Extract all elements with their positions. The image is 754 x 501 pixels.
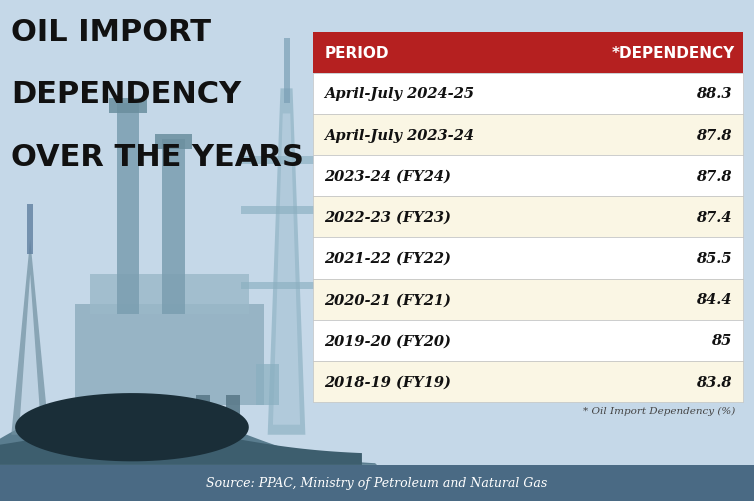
Polygon shape bbox=[136, 395, 149, 432]
Text: 2022-23 (FY23): 2022-23 (FY23) bbox=[324, 210, 451, 224]
Text: April-July 2023-24: April-July 2023-24 bbox=[324, 128, 474, 142]
Text: 2021-22 (FY22): 2021-22 (FY22) bbox=[324, 252, 451, 266]
Text: PERIOD: PERIOD bbox=[324, 46, 389, 61]
Polygon shape bbox=[90, 275, 249, 315]
Text: 87.4: 87.4 bbox=[696, 210, 731, 224]
Bar bbox=[313, 238, 743, 279]
Polygon shape bbox=[27, 204, 33, 255]
Polygon shape bbox=[241, 207, 332, 214]
Polygon shape bbox=[106, 395, 119, 432]
Polygon shape bbox=[11, 239, 49, 435]
Bar bbox=[313, 115, 743, 156]
Text: OIL IMPORT: OIL IMPORT bbox=[11, 18, 211, 47]
Polygon shape bbox=[196, 395, 210, 432]
Text: 88.3: 88.3 bbox=[696, 87, 731, 101]
Text: 2018-19 (FY19): 2018-19 (FY19) bbox=[324, 375, 451, 389]
Bar bbox=[313, 156, 743, 197]
Text: *DEPENDENCY: *DEPENDENCY bbox=[612, 46, 735, 61]
Bar bbox=[0, 465, 754, 501]
Text: 2023-24 (FY24): 2023-24 (FY24) bbox=[324, 169, 451, 183]
Text: April-July 2024-25: April-July 2024-25 bbox=[324, 87, 474, 101]
Bar bbox=[0, 0, 351, 465]
Text: 87.8: 87.8 bbox=[696, 128, 731, 142]
Text: 87.8: 87.8 bbox=[696, 169, 731, 183]
Text: DEPENDENCY: DEPENDENCY bbox=[11, 80, 241, 109]
Polygon shape bbox=[75, 305, 264, 405]
Text: 85: 85 bbox=[711, 334, 731, 348]
Text: 85.5: 85.5 bbox=[696, 252, 731, 266]
Polygon shape bbox=[162, 139, 185, 315]
Text: 2020-21 (FY21): 2020-21 (FY21) bbox=[324, 293, 451, 307]
Text: 2019-20 (FY20): 2019-20 (FY20) bbox=[324, 334, 451, 348]
Polygon shape bbox=[155, 134, 192, 149]
Polygon shape bbox=[109, 99, 147, 114]
Bar bbox=[313, 74, 743, 115]
Bar bbox=[313, 361, 743, 402]
Bar bbox=[313, 320, 743, 361]
Polygon shape bbox=[241, 157, 332, 164]
Polygon shape bbox=[273, 114, 300, 425]
Polygon shape bbox=[19, 275, 41, 435]
Text: OVER THE YEARS: OVER THE YEARS bbox=[11, 143, 304, 172]
Polygon shape bbox=[15, 393, 249, 461]
Text: 84.4: 84.4 bbox=[696, 293, 731, 307]
Text: 83.8: 83.8 bbox=[696, 375, 731, 389]
Polygon shape bbox=[256, 365, 279, 405]
Polygon shape bbox=[0, 414, 377, 465]
Text: * Oil Import Dependency (%): * Oil Import Dependency (%) bbox=[583, 406, 735, 415]
Polygon shape bbox=[0, 427, 362, 465]
Bar bbox=[313, 33, 743, 74]
Text: Source: PPAC, Ministry of Petroleum and Natural Gas: Source: PPAC, Ministry of Petroleum and … bbox=[207, 476, 547, 489]
Polygon shape bbox=[117, 104, 139, 315]
Polygon shape bbox=[226, 395, 240, 432]
Polygon shape bbox=[241, 282, 332, 290]
Bar bbox=[313, 197, 743, 238]
Polygon shape bbox=[268, 89, 305, 435]
Bar bbox=[313, 279, 743, 320]
Polygon shape bbox=[284, 39, 290, 104]
